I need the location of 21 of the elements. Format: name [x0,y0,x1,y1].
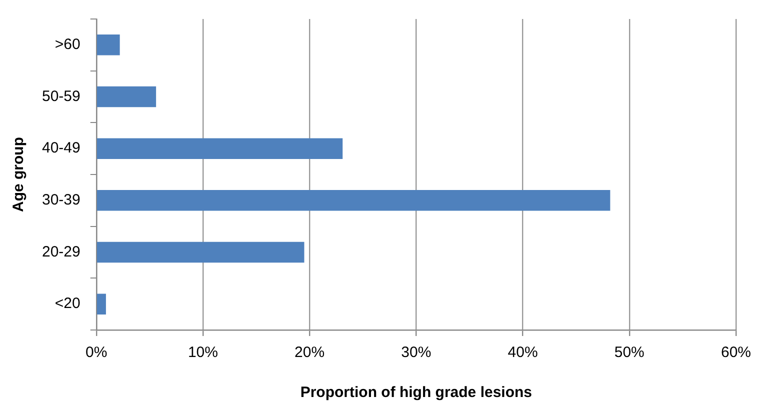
x-tick-label: 10% [188,344,218,362]
x-tick-label: 30% [401,344,432,362]
bar [96,34,120,56]
x-tick-label: 50% [614,344,644,362]
x-tick-label: 20% [294,344,325,362]
y-tick-label: 30-39 [42,192,80,209]
y-tick-label: >60 [54,36,80,54]
y-tick-label: 50-59 [42,88,80,105]
y-tick-label: <20 [54,295,80,312]
y-tick-label: 40-49 [42,140,80,157]
x-axis-title: Proportion of high grade lesions [300,384,532,402]
bar [96,86,156,108]
x-tick-label: 0% [86,344,108,362]
y-tick-label: 20-29 [42,243,80,260]
x-tick-label: 40% [508,344,538,362]
x-tick-label: 60% [720,344,752,362]
bar [96,190,610,211]
y-axis-title: Age group [10,137,28,212]
bar [96,294,106,314]
bar [96,242,304,263]
bar [96,138,343,159]
